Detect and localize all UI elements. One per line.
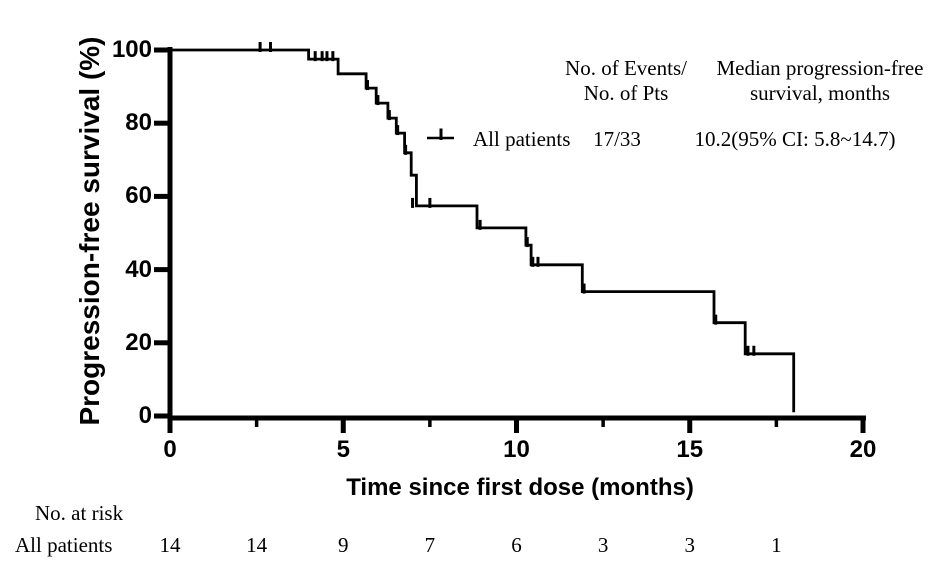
risk-row-label: All patients xyxy=(15,533,113,557)
legend-header-median: Median progression-free survival, months xyxy=(690,56,931,106)
x-tick-label: 20 xyxy=(849,436,877,463)
y-tick-label: 60 xyxy=(125,182,152,210)
x-tick-label: 15 xyxy=(676,436,704,463)
legend-header-events-line2: No. of Pts xyxy=(583,81,669,105)
risk-count: 14 xyxy=(159,533,181,557)
y-tick-label: 80 xyxy=(125,109,152,137)
legend-series-label: All patients xyxy=(473,127,571,151)
legend-header-median-line1: Median progression-free xyxy=(716,56,924,80)
legend-header-median-line2: survival, months xyxy=(750,81,890,105)
risk-count: 1 xyxy=(771,533,782,557)
legend-header-events: No. of Events/ No. of Pts xyxy=(516,56,736,106)
y-tick-label: 40 xyxy=(125,255,152,283)
legend-median-value: 10.2(95% CI: 5.8~14.7) xyxy=(694,127,896,151)
km-survival-curve xyxy=(170,48,796,413)
x-axis-title: Time since first dose (months) xyxy=(346,474,694,501)
risk-table-header: No. at risk xyxy=(35,501,124,525)
y-tick-label: 0 xyxy=(138,402,152,429)
risk-count: 6 xyxy=(511,533,522,557)
legend-events-value: 17/33 xyxy=(593,127,641,151)
x-tick-label: 0 xyxy=(163,436,177,463)
risk-count: 9 xyxy=(338,533,349,557)
y-axis-title: Progression-free survival (%) xyxy=(74,36,105,426)
y-tick-label: 20 xyxy=(125,328,152,356)
risk-count: 3 xyxy=(684,533,696,557)
risk-count: 3 xyxy=(597,533,609,557)
x-tick-label: 5 xyxy=(336,436,350,463)
y-tick-label: 100 xyxy=(111,36,152,63)
x-tick-label: 10 xyxy=(503,436,530,463)
legend-header-events-line1: No. of Events/ xyxy=(565,56,687,80)
risk-count: 7 xyxy=(424,533,436,557)
risk-count: 14 xyxy=(246,533,268,557)
